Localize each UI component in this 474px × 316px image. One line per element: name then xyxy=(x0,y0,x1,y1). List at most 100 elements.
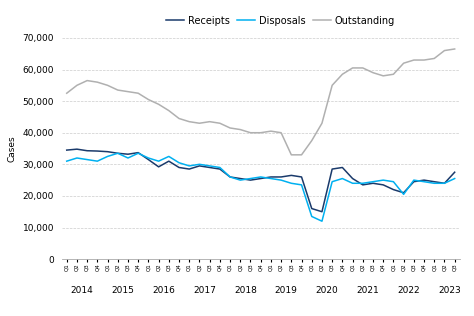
Text: 2015: 2015 xyxy=(111,286,134,295)
Disposals xyxy=(329,180,335,184)
Outstanding xyxy=(360,66,365,70)
Receipts xyxy=(207,166,212,169)
Outstanding xyxy=(64,91,70,95)
Outstanding xyxy=(258,131,264,135)
Receipts xyxy=(339,166,345,169)
Outstanding xyxy=(391,72,396,76)
Disposals xyxy=(64,159,70,163)
Receipts xyxy=(105,150,110,154)
Disposals xyxy=(115,151,120,155)
Receipts xyxy=(401,191,407,195)
Receipts xyxy=(74,147,80,151)
Disposals xyxy=(105,155,110,158)
Outstanding xyxy=(411,58,417,62)
Disposals xyxy=(94,159,100,163)
Outstanding xyxy=(339,72,345,76)
Disposals xyxy=(258,175,264,179)
Receipts xyxy=(237,177,243,180)
Receipts xyxy=(350,177,356,180)
Outstanding xyxy=(156,102,162,106)
Outstanding xyxy=(431,57,437,60)
Outstanding xyxy=(84,79,90,82)
Outstanding xyxy=(94,80,100,84)
Receipts xyxy=(94,149,100,153)
Outstanding xyxy=(309,139,315,143)
Receipts xyxy=(125,152,131,156)
Disposals xyxy=(299,183,304,187)
Disposals xyxy=(411,178,417,182)
Disposals xyxy=(339,177,345,180)
Text: 2021: 2021 xyxy=(356,286,379,295)
Text: 2018: 2018 xyxy=(234,286,257,295)
Outstanding xyxy=(176,117,182,120)
Disposals xyxy=(176,161,182,165)
Outstanding xyxy=(247,131,253,135)
Disposals xyxy=(431,181,437,185)
Legend: Receipts, Disposals, Outstanding: Receipts, Disposals, Outstanding xyxy=(163,12,399,30)
Disposals xyxy=(186,164,192,168)
Disposals xyxy=(360,181,365,185)
Disposals xyxy=(207,164,212,168)
Receipts xyxy=(442,181,447,185)
Text: 2017: 2017 xyxy=(193,286,216,295)
Outstanding xyxy=(452,47,457,51)
Outstanding xyxy=(421,58,427,62)
Receipts xyxy=(360,183,365,187)
Disposals xyxy=(247,177,253,180)
Disposals xyxy=(156,159,162,163)
Receipts xyxy=(258,177,264,180)
Text: 2019: 2019 xyxy=(275,286,298,295)
Receipts xyxy=(289,173,294,177)
Line: Disposals: Disposals xyxy=(67,153,455,221)
Disposals xyxy=(421,180,427,184)
Outstanding xyxy=(74,83,80,87)
Receipts xyxy=(299,175,304,179)
Disposals xyxy=(125,156,131,160)
Disposals xyxy=(452,177,457,180)
Receipts xyxy=(166,159,172,163)
Outstanding xyxy=(370,71,376,75)
Receipts xyxy=(452,170,457,174)
Line: Outstanding: Outstanding xyxy=(67,49,455,155)
Outstanding xyxy=(207,120,212,124)
Outstanding xyxy=(319,121,325,125)
Disposals xyxy=(380,178,386,182)
Outstanding xyxy=(329,83,335,87)
Disposals xyxy=(370,180,376,184)
Outstanding xyxy=(350,66,356,70)
Receipts xyxy=(319,210,325,214)
Receipts xyxy=(217,167,223,171)
Receipts xyxy=(380,183,386,187)
Receipts xyxy=(309,207,315,210)
Outstanding xyxy=(105,83,110,87)
Outstanding xyxy=(278,131,284,135)
Receipts xyxy=(431,180,437,184)
Disposals xyxy=(237,178,243,182)
Disposals xyxy=(84,158,90,161)
Receipts xyxy=(247,178,253,182)
Receipts xyxy=(268,175,274,179)
Disposals xyxy=(166,155,172,158)
Receipts xyxy=(176,166,182,169)
Receipts xyxy=(421,178,427,182)
Disposals xyxy=(136,151,141,155)
Outstanding xyxy=(166,109,172,112)
Disposals xyxy=(217,166,223,169)
Line: Receipts: Receipts xyxy=(67,149,455,212)
Disposals xyxy=(309,215,315,218)
Receipts xyxy=(391,188,396,191)
Text: 2022: 2022 xyxy=(397,286,420,295)
Disposals xyxy=(319,219,325,223)
Receipts xyxy=(411,180,417,184)
Text: 2023: 2023 xyxy=(438,286,461,295)
Outstanding xyxy=(401,61,407,65)
Receipts xyxy=(227,175,233,179)
Receipts xyxy=(329,167,335,171)
Outstanding xyxy=(237,128,243,131)
Outstanding xyxy=(125,90,131,94)
Disposals xyxy=(442,181,447,185)
Outstanding xyxy=(299,153,304,157)
Outstanding xyxy=(227,126,233,130)
Receipts xyxy=(146,158,151,161)
Receipts xyxy=(115,151,120,155)
